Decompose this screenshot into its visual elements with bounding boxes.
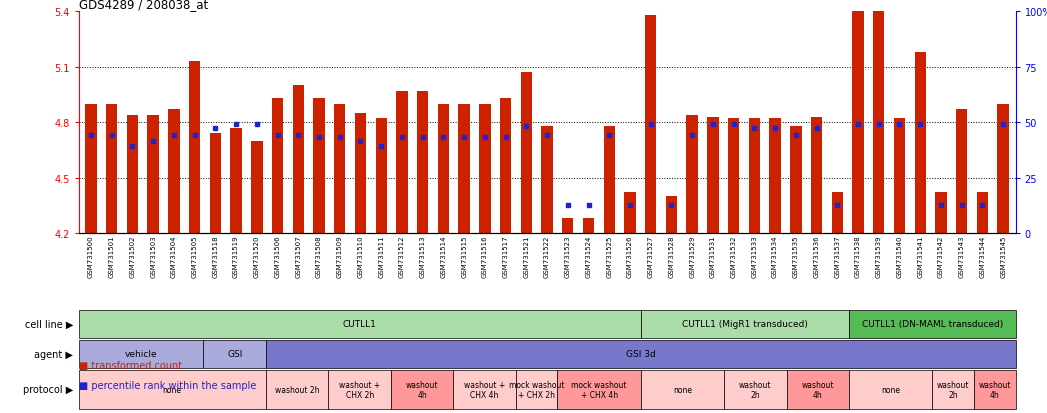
Bar: [292, 86, 304, 233]
Text: CUTLL1 (DN-MAML transduced): CUTLL1 (DN-MAML transduced): [862, 320, 1003, 329]
Text: washout
4h: washout 4h: [802, 380, 834, 399]
Text: mock washout
+ CHX 4h: mock washout + CHX 4h: [572, 380, 627, 399]
Text: GDS4289 / 208038_at: GDS4289 / 208038_at: [79, 0, 207, 11]
Bar: [459, 104, 470, 233]
Bar: [85, 104, 96, 233]
Bar: [376, 119, 387, 233]
Bar: [355, 114, 366, 233]
Bar: [583, 218, 595, 233]
Bar: [624, 193, 636, 233]
Bar: [209, 134, 221, 233]
Text: CUTLL1 (MigR1 transduced): CUTLL1 (MigR1 transduced): [682, 320, 808, 329]
Bar: [894, 119, 906, 233]
Text: ■ transformed count: ■ transformed count: [79, 361, 181, 370]
Text: none: none: [882, 385, 900, 394]
Bar: [562, 218, 574, 233]
Bar: [169, 110, 180, 233]
Bar: [914, 53, 926, 233]
Bar: [977, 193, 988, 233]
Text: washout 2h: washout 2h: [275, 385, 319, 394]
Bar: [790, 126, 802, 233]
Bar: [106, 104, 117, 233]
Bar: [666, 197, 677, 233]
Bar: [687, 116, 698, 233]
Bar: [127, 116, 138, 233]
Bar: [728, 119, 739, 233]
Text: mock washout
+ CHX 2h: mock washout + CHX 2h: [509, 380, 564, 399]
Text: cell line ▶: cell line ▶: [25, 319, 73, 329]
Text: washout +
CHX 4h: washout + CHX 4h: [464, 380, 506, 399]
Bar: [603, 126, 615, 233]
Text: washout +
CHX 2h: washout + CHX 2h: [339, 380, 380, 399]
Text: agent ▶: agent ▶: [35, 349, 73, 359]
Text: vehicle: vehicle: [125, 349, 157, 358]
Text: ■ percentile rank within the sample: ■ percentile rank within the sample: [79, 380, 255, 390]
Bar: [541, 126, 553, 233]
Bar: [956, 110, 967, 233]
Text: protocol ▶: protocol ▶: [23, 384, 73, 394]
Text: GSI: GSI: [227, 349, 243, 358]
Bar: [998, 104, 1009, 233]
Bar: [873, 0, 885, 233]
Bar: [852, 0, 864, 233]
Bar: [148, 116, 159, 233]
Bar: [251, 141, 263, 233]
Bar: [770, 119, 781, 233]
Bar: [935, 193, 946, 233]
Text: CUTLL1: CUTLL1: [342, 320, 377, 329]
Bar: [831, 193, 843, 233]
Bar: [810, 117, 822, 233]
Bar: [272, 99, 284, 233]
Text: washout
4h: washout 4h: [979, 380, 1011, 399]
Bar: [188, 62, 200, 233]
Bar: [396, 92, 407, 233]
Bar: [417, 92, 428, 233]
Bar: [645, 16, 656, 233]
Text: GSI 3d: GSI 3d: [626, 349, 655, 358]
Bar: [520, 73, 532, 233]
Bar: [438, 104, 449, 233]
Bar: [313, 99, 325, 233]
Text: washout
2h: washout 2h: [739, 380, 772, 399]
Bar: [749, 119, 760, 233]
Text: none: none: [673, 385, 692, 394]
Bar: [499, 99, 511, 233]
Text: washout
4h: washout 4h: [406, 380, 439, 399]
Bar: [334, 104, 346, 233]
Bar: [707, 117, 718, 233]
Bar: [230, 128, 242, 233]
Text: none: none: [162, 385, 182, 394]
Bar: [480, 104, 491, 233]
Text: washout
2h: washout 2h: [937, 380, 970, 399]
